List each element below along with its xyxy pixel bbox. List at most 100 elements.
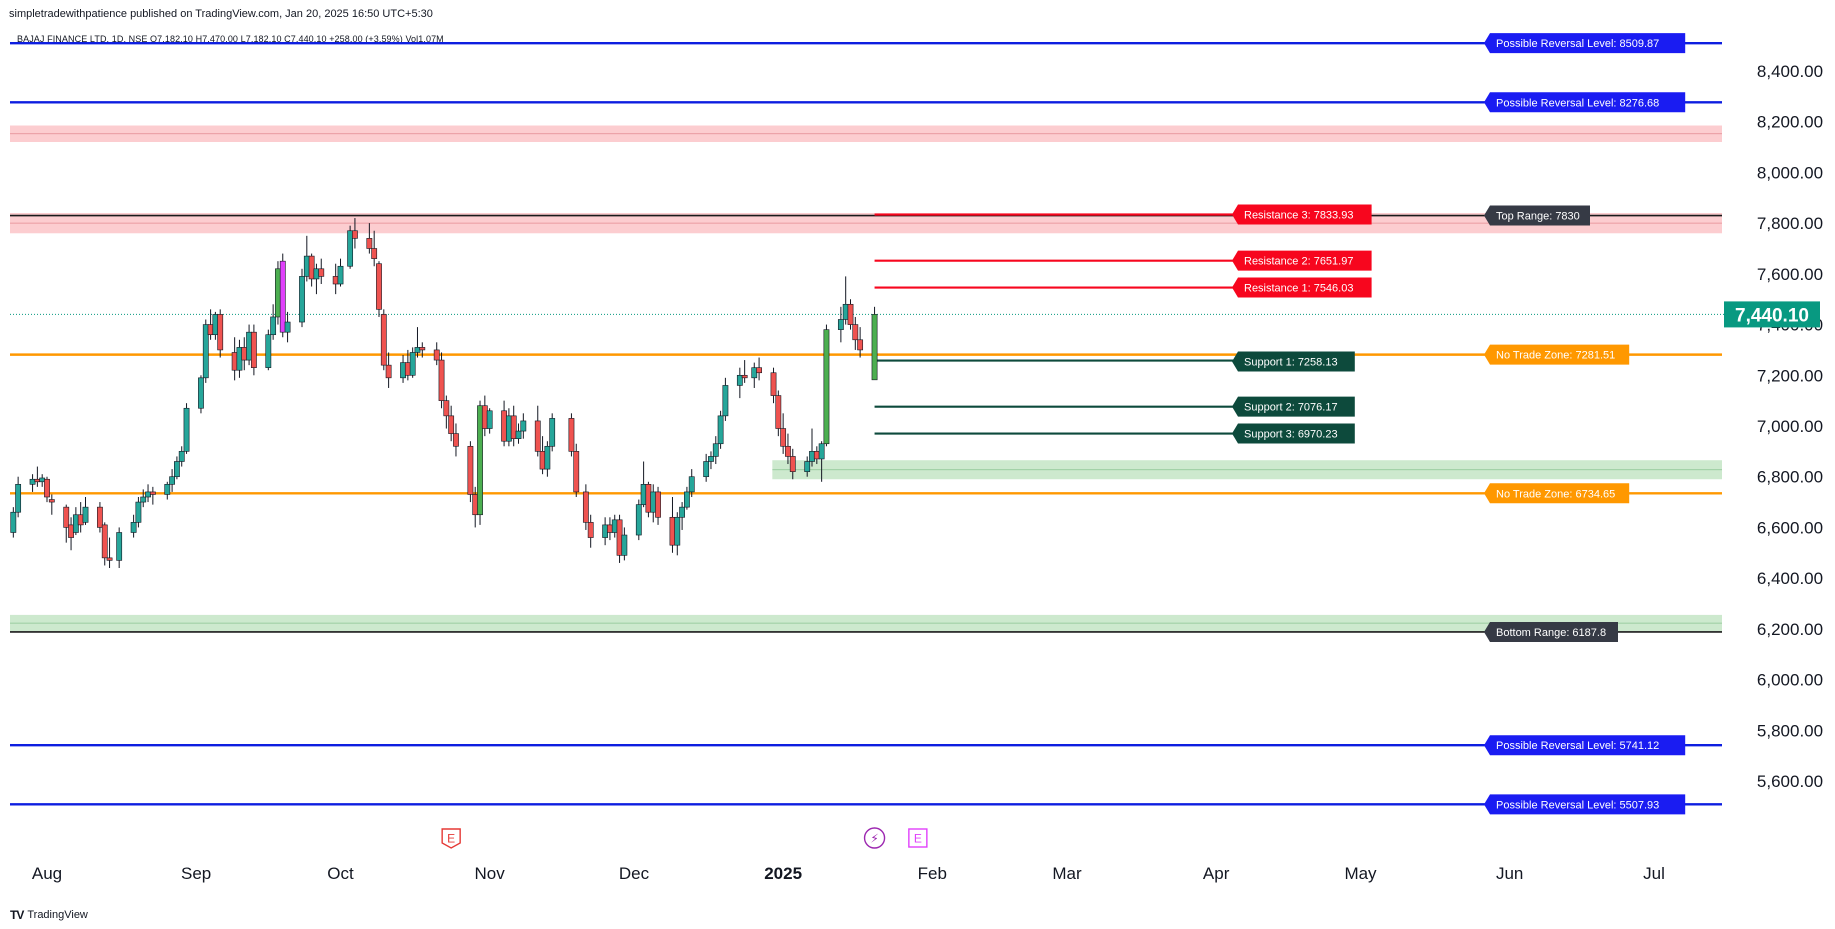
reversal-level-label[interactable]: Possible Reversal Level: 5741.12 [1484, 735, 1686, 756]
candle[interactable] [443, 395, 450, 429]
candle[interactable] [313, 263, 320, 295]
candle[interactable] [809, 428, 815, 467]
candle[interactable] [270, 304, 277, 340]
candle[interactable] [77, 502, 84, 533]
candle[interactable] [635, 499, 642, 541]
candle[interactable] [804, 456, 811, 477]
candle[interactable] [587, 514, 594, 548]
candle[interactable] [145, 484, 151, 503]
candle[interactable] [231, 337, 238, 381]
candle[interactable] [174, 456, 180, 480]
candle[interactable] [10, 507, 17, 538]
candle[interactable] [438, 352, 445, 409]
candle[interactable] [775, 390, 782, 437]
candle[interactable] [433, 342, 440, 366]
candle[interactable] [640, 461, 647, 508]
candle[interactable] [116, 527, 123, 568]
candle[interactable] [607, 517, 613, 541]
candle[interactable] [679, 502, 686, 530]
candle[interactable] [467, 441, 474, 503]
candle[interactable] [712, 436, 719, 465]
candle[interactable] [308, 253, 315, 287]
candle[interactable] [453, 423, 459, 457]
candle[interactable] [275, 261, 281, 325]
flash-event-icon[interactable]: ⚡ [863, 827, 886, 849]
candle[interactable] [573, 443, 580, 497]
candle[interactable] [48, 494, 55, 515]
candle[interactable] [501, 400, 507, 447]
candle[interactable] [284, 311, 291, 343]
candle[interactable] [97, 502, 103, 533]
candle[interactable] [722, 377, 729, 421]
candle[interactable] [198, 375, 204, 414]
candle[interactable] [72, 507, 79, 536]
tradingview-brand[interactable]: TV TradingView [10, 908, 88, 922]
reversal-level-label[interactable]: Possible Reversal Level: 8509.87 [1484, 33, 1686, 54]
candle[interactable] [688, 469, 695, 497]
reversal-level-label[interactable]: Possible Reversal Level: 8276.68 [1484, 92, 1686, 113]
earnings_pink-event-icon[interactable]: E [908, 828, 928, 848]
candle[interactable] [842, 276, 849, 325]
candle[interactable] [63, 504, 70, 543]
candle[interactable] [703, 453, 710, 482]
candle[interactable] [250, 324, 257, 376]
candle[interactable] [448, 405, 455, 442]
candle[interactable] [582, 484, 589, 530]
earnings_red-event-icon[interactable]: E [441, 828, 461, 849]
candle[interactable] [400, 355, 406, 383]
resistance-level-label[interactable]: Resistance 2: 7651.97 [1232, 250, 1372, 271]
candle[interactable] [751, 362, 758, 388]
candle[interactable] [539, 436, 546, 475]
resistance-level-label[interactable]: Resistance 3: 7833.93 [1232, 204, 1372, 225]
candle[interactable] [303, 235, 310, 282]
candle[interactable] [246, 324, 252, 366]
candle[interactable] [299, 268, 305, 328]
candle[interactable] [236, 339, 243, 378]
candle[interactable] [611, 514, 618, 538]
candle[interactable] [852, 316, 859, 350]
candle[interactable] [337, 258, 344, 287]
candle[interactable] [717, 410, 724, 449]
candle[interactable] [39, 474, 46, 487]
candle[interactable] [785, 433, 791, 465]
support-level-label[interactable]: Support 3: 6970.23 [1232, 423, 1355, 444]
candle[interactable] [29, 474, 36, 492]
candle[interactable] [202, 319, 209, 383]
candle[interactable] [650, 484, 657, 523]
range-level-label[interactable]: Bottom Range: 6187.8 [1484, 621, 1618, 642]
candle[interactable] [34, 466, 41, 487]
candle[interactable] [510, 405, 517, 447]
candle[interactable] [568, 413, 575, 457]
candle[interactable] [549, 413, 556, 452]
candle[interactable] [481, 395, 488, 437]
range-level-label[interactable]: Top Range: 7830 [1484, 205, 1590, 226]
candle[interactable] [756, 357, 762, 381]
no_trade-level-label[interactable]: No Trade Zone: 6734.65 [1484, 483, 1630, 504]
reversal-level-label[interactable]: Possible Reversal Level: 5507.93 [1484, 794, 1686, 815]
candle[interactable] [741, 360, 748, 383]
candle[interactable] [520, 413, 527, 439]
resistance-level-label[interactable]: Resistance 1: 7546.03 [1232, 277, 1372, 298]
support-level-label[interactable]: Support 1: 7258.13 [1232, 351, 1355, 372]
candle[interactable] [602, 517, 609, 546]
candle[interactable] [106, 537, 113, 568]
support-level-label[interactable]: Support 2: 7076.17 [1232, 396, 1355, 417]
candle[interactable] [376, 261, 382, 317]
candle[interactable] [736, 367, 743, 399]
candle[interactable] [169, 469, 175, 492]
candle[interactable] [44, 476, 50, 503]
candle[interactable] [708, 451, 714, 470]
candle[interactable] [818, 441, 825, 482]
candle[interactable] [621, 527, 628, 561]
candle[interactable] [318, 258, 325, 284]
candle[interactable] [366, 223, 373, 254]
candle[interactable] [140, 489, 147, 508]
candle[interactable] [780, 413, 787, 454]
candle[interactable] [265, 329, 272, 371]
candle[interactable] [164, 481, 171, 500]
candle[interactable] [371, 230, 378, 267]
candle[interactable] [183, 403, 190, 454]
candle[interactable] [847, 299, 854, 330]
candle[interactable] [380, 309, 387, 371]
